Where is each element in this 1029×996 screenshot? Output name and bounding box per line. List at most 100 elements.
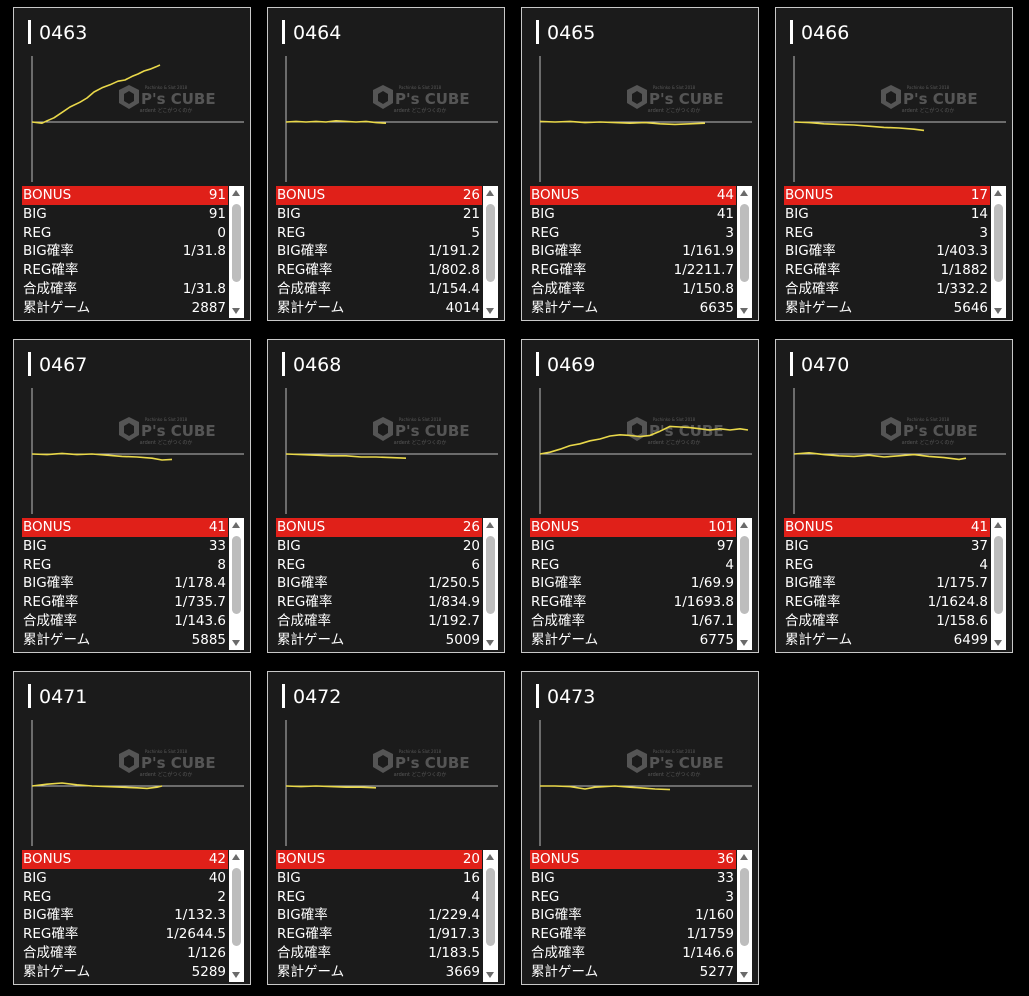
scroll-thumb[interactable] (994, 204, 1003, 282)
stats-scrollbar[interactable] (737, 518, 752, 650)
stats-scrollbar[interactable] (229, 850, 244, 982)
cube-logo-icon (119, 85, 139, 109)
stats-scrollbar[interactable] (991, 186, 1006, 318)
stat-label: BONUS (277, 851, 326, 867)
machine-card-0471[interactable]: 0471 Pachinko & Slot 2018 P's CUBE ardent ど… (13, 671, 251, 985)
machine-card-0468[interactable]: 0468 Pachinko & Slot 2018 P's CUBE ardent ど… (267, 339, 505, 653)
scroll-down-arrow-icon[interactable] (740, 308, 748, 314)
scroll-up-arrow-icon[interactable] (740, 522, 748, 528)
big-rate-row: BIG確率 1/160 (530, 906, 736, 925)
stat-value: 1/1624.8 (927, 594, 988, 611)
stats-scrollbar[interactable] (737, 850, 752, 982)
scroll-down-arrow-icon[interactable] (486, 972, 494, 978)
stat-value: 1/31.8 (182, 280, 226, 297)
stats-scrollbar[interactable] (483, 186, 498, 318)
machine-number: 0470 (790, 352, 849, 376)
scroll-down-arrow-icon[interactable] (486, 308, 494, 314)
stat-value: 1/802.8 (428, 262, 480, 279)
stats-scrollbar[interactable] (229, 186, 244, 318)
scroll-thumb[interactable] (740, 204, 749, 282)
machine-card-0473[interactable]: 0473 Pachinko & Slot 2018 P's CUBE ardent ど… (521, 671, 759, 985)
scroll-down-arrow-icon[interactable] (994, 308, 1002, 314)
stats-table: BONUS 41 BIG 37 REG 4 BIG確率 1/175.7 REG確率 1/1624.… (784, 518, 990, 650)
stat-value: 3 (725, 224, 734, 241)
reg-row: REG 2 (22, 888, 228, 907)
stats-table: BONUS 41 BIG 33 REG 8 BIG確率 1/178.4 REG確率 1/735.7… (22, 518, 228, 650)
stat-label: REG確率 (785, 594, 841, 611)
stat-value: 5 (471, 224, 480, 241)
stats-scrollbar[interactable] (737, 186, 752, 318)
stat-label: BIG確率 (531, 575, 582, 592)
slump-graph: Pachinko & Slot 2018 P's CUBE ardent どこがつく… (536, 48, 756, 182)
scroll-down-arrow-icon[interactable] (994, 640, 1002, 646)
machine-card-0464[interactable]: 0464 Pachinko & Slot 2018 P's CUBE ardent ど… (267, 7, 505, 321)
scroll-up-arrow-icon[interactable] (232, 190, 240, 196)
stat-value: 4 (471, 888, 480, 905)
machine-card-0467[interactable]: 0467 Pachinko & Slot 2018 P's CUBE ardent ど… (13, 339, 251, 653)
machine-number: 0469 (536, 352, 595, 376)
scroll-up-arrow-icon[interactable] (232, 522, 240, 528)
stat-value: 1/1693.8 (673, 594, 734, 611)
scroll-up-arrow-icon[interactable] (486, 522, 494, 528)
stat-label: BIG確率 (23, 907, 74, 924)
scroll-down-arrow-icon[interactable] (740, 972, 748, 978)
scroll-down-arrow-icon[interactable] (232, 308, 240, 314)
watermark-sub-text: ardent どこがつくのか (902, 439, 955, 446)
machine-card-0465[interactable]: 0465 Pachinko & Slot 2018 P's CUBE ardent ど… (521, 7, 759, 321)
watermark-top-text: Pachinko & Slot 2018 (399, 749, 442, 754)
scroll-thumb[interactable] (994, 536, 1003, 614)
scroll-down-arrow-icon[interactable] (232, 640, 240, 646)
watermark-top-text: Pachinko & Slot 2018 (907, 85, 950, 90)
scroll-up-arrow-icon[interactable] (740, 854, 748, 860)
big-row: BIG 33 (22, 537, 228, 556)
stats-scrollbar[interactable] (483, 850, 498, 982)
machine-card-0466[interactable]: 0466 Pachinko & Slot 2018 P's CUBE ardent ど… (775, 7, 1013, 321)
machine-card-0463[interactable]: 0463 Pachinko & Slot 2018 P's CUBE ardent ど… (13, 7, 251, 321)
stat-value: 1/1759 (686, 926, 735, 943)
stat-value: 5009 (445, 631, 480, 648)
stats-table: BONUS 44 BIG 41 REG 3 BIG確率 1/161.9 REG確率 1/2211.… (530, 186, 736, 318)
machine-card-0469[interactable]: 0469 Pachinko & Slot 2018 P's CUBE ardent ど… (521, 339, 759, 653)
scroll-thumb[interactable] (232, 204, 241, 282)
stat-label: 合成確率 (277, 280, 331, 297)
reg-row: REG 4 (784, 556, 990, 575)
scroll-thumb[interactable] (740, 868, 749, 946)
stat-label: BIG確率 (277, 907, 328, 924)
scroll-up-arrow-icon[interactable] (994, 190, 1002, 196)
watermark-brand: P's CUBE (141, 754, 216, 772)
stat-label: BONUS (23, 187, 72, 203)
scroll-up-arrow-icon[interactable] (232, 854, 240, 860)
slump-graph: Pachinko & Slot 2018 P's CUBE ardent どこがつく… (282, 380, 502, 514)
stats-scrollbar[interactable] (991, 518, 1006, 650)
scroll-thumb[interactable] (232, 536, 241, 614)
games-row: 累計ゲーム 6499 (784, 631, 990, 650)
scroll-thumb[interactable] (232, 868, 241, 946)
stat-value: 1/132.3 (174, 907, 226, 924)
stat-label: 累計ゲーム (531, 299, 599, 316)
stats-scrollbar[interactable] (229, 518, 244, 650)
machine-card-0472[interactable]: 0472 Pachinko & Slot 2018 P's CUBE ardent ど… (267, 671, 505, 985)
scroll-thumb[interactable] (486, 536, 495, 614)
stat-label: BIG (531, 869, 555, 886)
stat-value: 1/161.9 (682, 243, 734, 260)
scroll-up-arrow-icon[interactable] (486, 190, 494, 196)
scroll-thumb[interactable] (740, 536, 749, 614)
scroll-down-arrow-icon[interactable] (232, 972, 240, 978)
big-row: BIG 16 (276, 869, 482, 888)
total-rate-row: 合成確率 1/183.5 (276, 944, 482, 963)
stats-scrollbar[interactable] (483, 518, 498, 650)
scroll-thumb[interactable] (486, 204, 495, 282)
scroll-down-arrow-icon[interactable] (486, 640, 494, 646)
scroll-thumb[interactable] (486, 868, 495, 946)
scroll-up-arrow-icon[interactable] (486, 854, 494, 860)
scroll-up-arrow-icon[interactable] (994, 522, 1002, 528)
machine-card-0470[interactable]: 0470 Pachinko & Slot 2018 P's CUBE ardent ど… (775, 339, 1013, 653)
watermark-sub-text: ardent どこがつくのか (394, 771, 447, 778)
stats-table: BONUS 20 BIG 16 REG 4 BIG確率 1/229.4 REG確率 1/917.3… (276, 850, 482, 982)
games-row: 累計ゲーム 2887 (22, 299, 228, 318)
scroll-down-arrow-icon[interactable] (740, 640, 748, 646)
scroll-up-arrow-icon[interactable] (740, 190, 748, 196)
